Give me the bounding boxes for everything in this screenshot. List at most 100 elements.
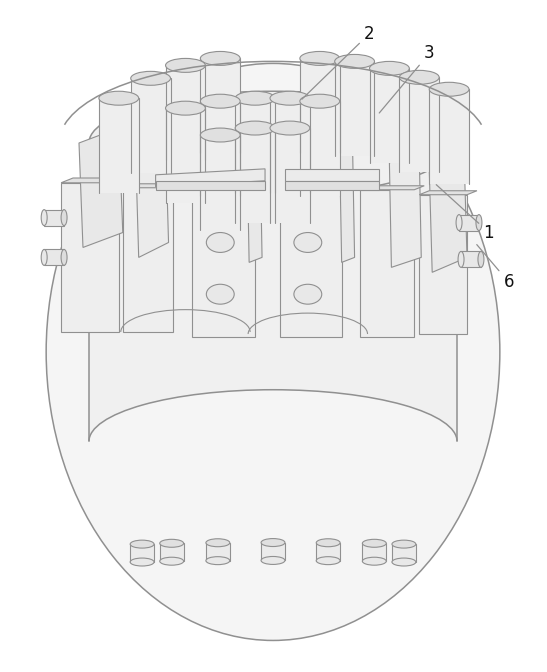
Polygon shape	[166, 108, 205, 203]
Polygon shape	[44, 210, 64, 226]
Polygon shape	[300, 58, 340, 153]
Ellipse shape	[130, 558, 154, 566]
Ellipse shape	[476, 214, 482, 230]
Polygon shape	[89, 143, 457, 442]
Text: 6: 6	[477, 245, 514, 291]
Polygon shape	[247, 148, 262, 262]
Ellipse shape	[200, 94, 240, 108]
Polygon shape	[285, 181, 380, 190]
Polygon shape	[193, 185, 255, 337]
Ellipse shape	[206, 556, 230, 564]
Ellipse shape	[456, 214, 462, 230]
Ellipse shape	[429, 82, 469, 96]
Ellipse shape	[160, 540, 184, 547]
Ellipse shape	[99, 91, 139, 106]
Polygon shape	[389, 153, 421, 267]
Ellipse shape	[362, 540, 386, 547]
Polygon shape	[300, 101, 340, 196]
Ellipse shape	[270, 91, 310, 106]
Text: 3: 3	[379, 44, 434, 113]
Ellipse shape	[235, 121, 275, 135]
Polygon shape	[155, 169, 265, 187]
Polygon shape	[280, 181, 352, 185]
Polygon shape	[419, 195, 467, 334]
Polygon shape	[429, 89, 469, 183]
Ellipse shape	[399, 71, 439, 84]
Polygon shape	[235, 128, 275, 222]
Ellipse shape	[362, 557, 386, 565]
Polygon shape	[79, 128, 123, 247]
Ellipse shape	[261, 556, 285, 564]
Polygon shape	[392, 544, 416, 562]
Polygon shape	[461, 251, 481, 267]
Ellipse shape	[206, 233, 234, 253]
Ellipse shape	[206, 284, 234, 304]
Ellipse shape	[200, 128, 240, 142]
Ellipse shape	[458, 251, 464, 267]
Ellipse shape	[316, 539, 340, 547]
Polygon shape	[362, 543, 386, 561]
Polygon shape	[123, 187, 172, 332]
Ellipse shape	[235, 91, 275, 106]
Polygon shape	[370, 69, 409, 163]
Ellipse shape	[294, 233, 322, 253]
Ellipse shape	[41, 210, 47, 226]
Polygon shape	[261, 542, 285, 560]
Polygon shape	[206, 543, 230, 560]
Ellipse shape	[392, 540, 416, 548]
Polygon shape	[235, 98, 275, 193]
Polygon shape	[61, 183, 119, 332]
Ellipse shape	[300, 52, 340, 65]
Polygon shape	[316, 543, 340, 560]
Polygon shape	[280, 185, 342, 337]
Polygon shape	[285, 169, 380, 181]
Polygon shape	[200, 101, 240, 196]
Polygon shape	[200, 135, 240, 230]
Ellipse shape	[261, 538, 285, 546]
Polygon shape	[160, 543, 184, 561]
Ellipse shape	[392, 558, 416, 566]
Polygon shape	[340, 148, 354, 262]
Ellipse shape	[166, 58, 205, 73]
Ellipse shape	[206, 539, 230, 547]
Polygon shape	[193, 181, 265, 185]
Ellipse shape	[478, 251, 484, 267]
Polygon shape	[44, 249, 64, 265]
Polygon shape	[155, 181, 265, 190]
Ellipse shape	[370, 61, 409, 75]
Polygon shape	[270, 128, 310, 222]
Polygon shape	[419, 191, 477, 195]
Polygon shape	[200, 58, 240, 153]
Polygon shape	[131, 79, 171, 173]
Polygon shape	[130, 544, 154, 562]
Polygon shape	[459, 214, 479, 230]
Ellipse shape	[166, 101, 205, 115]
Polygon shape	[61, 178, 131, 183]
Ellipse shape	[270, 121, 310, 135]
Ellipse shape	[200, 52, 240, 65]
Ellipse shape	[61, 210, 67, 226]
Text: 1: 1	[437, 185, 494, 241]
Polygon shape	[399, 77, 439, 172]
Polygon shape	[335, 61, 375, 156]
Ellipse shape	[131, 71, 171, 85]
Polygon shape	[166, 65, 205, 160]
Ellipse shape	[89, 91, 457, 195]
Ellipse shape	[294, 284, 322, 304]
Ellipse shape	[160, 557, 184, 565]
Polygon shape	[270, 98, 310, 193]
Ellipse shape	[46, 63, 500, 640]
Text: 2: 2	[302, 25, 375, 99]
Polygon shape	[359, 185, 424, 190]
Ellipse shape	[335, 54, 375, 69]
Ellipse shape	[300, 94, 340, 108]
Polygon shape	[123, 183, 183, 187]
Polygon shape	[136, 138, 168, 257]
Polygon shape	[429, 153, 467, 272]
Polygon shape	[99, 98, 139, 193]
Polygon shape	[359, 190, 414, 337]
Ellipse shape	[41, 249, 47, 265]
Ellipse shape	[130, 540, 154, 548]
Ellipse shape	[61, 249, 67, 265]
Ellipse shape	[316, 556, 340, 564]
